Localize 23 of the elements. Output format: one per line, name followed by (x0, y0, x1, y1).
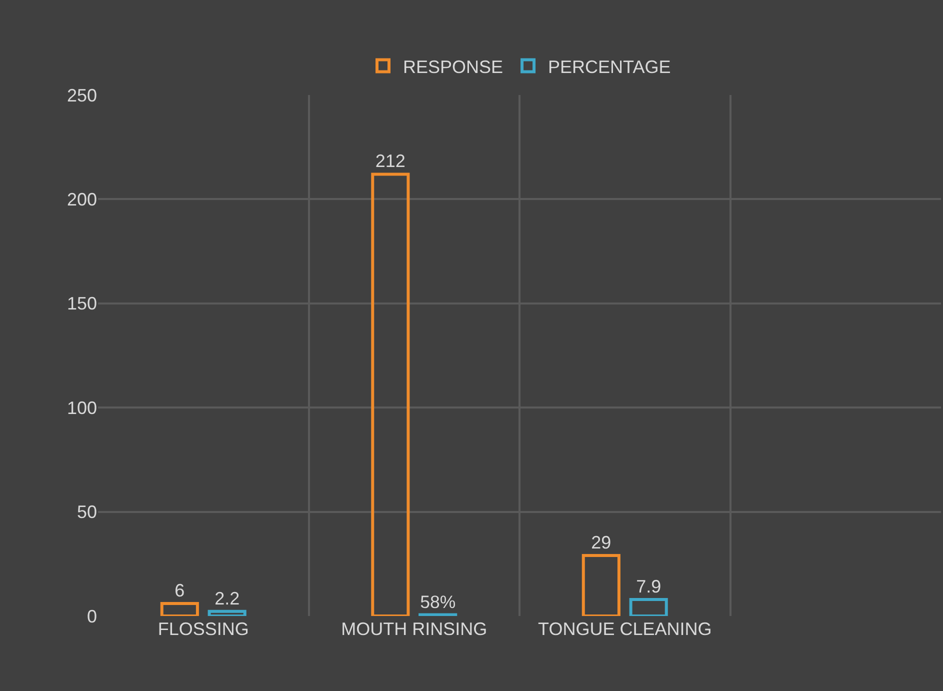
bar (629, 598, 668, 616)
data-label: 2.2 (214, 588, 240, 608)
bar (208, 610, 246, 616)
bar (371, 172, 410, 616)
data-label: 6 (174, 580, 185, 600)
x-tick-label: TONGUE CLEANING (538, 619, 712, 639)
data-label: 58% (420, 592, 456, 612)
y-tick-label: 0 (86, 606, 97, 626)
bar (582, 554, 620, 616)
bar (418, 613, 458, 616)
y-tick-label: 150 (66, 294, 97, 314)
y-tick-label: 50 (76, 502, 97, 522)
data-label: 29 (591, 532, 612, 553)
legend-label: PERCENTAGE (548, 56, 671, 77)
data-label: 7.9 (636, 576, 662, 597)
x-tick-label: MOUTH RINSING (341, 619, 488, 639)
bar (160, 602, 199, 616)
y-tick-label: 200 (66, 190, 97, 210)
y-tick-label: 100 (66, 398, 97, 418)
x-tick-label: FLOSSING (158, 619, 249, 639)
data-label: 212 (375, 151, 406, 172)
y-tick-label: 250 (66, 85, 97, 106)
legend-label: RESPONSE (403, 56, 504, 77)
